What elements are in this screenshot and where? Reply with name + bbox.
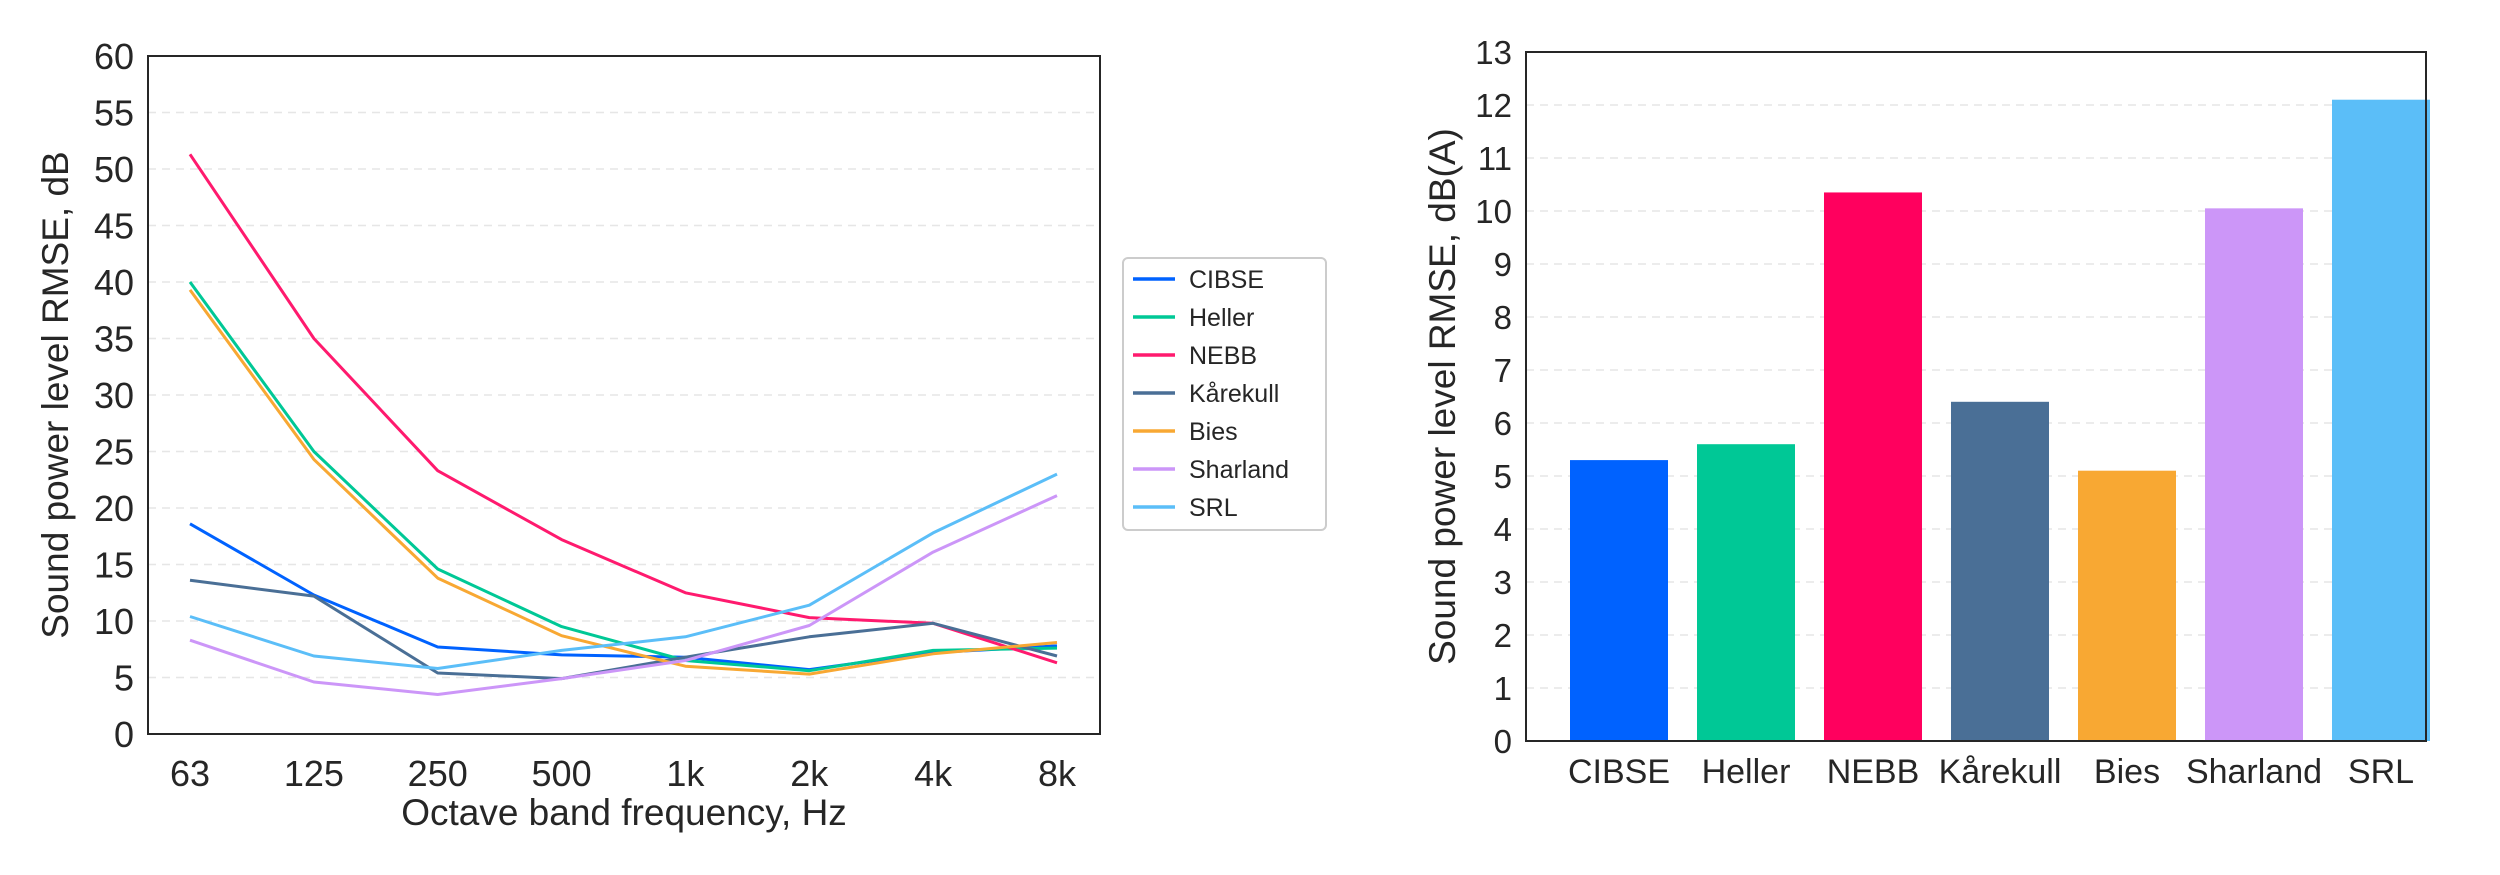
series-line-sharland <box>189 494 1058 696</box>
y-tick-label: 12 <box>1475 87 1512 124</box>
y-tick-label: 4 <box>1494 511 1512 548</box>
x-tick-label: 2k <box>790 753 829 794</box>
bar-kårekull <box>1951 401 2049 741</box>
y-tick-label: 20 <box>94 488 134 529</box>
legend-label: Sharland <box>1189 456 1289 484</box>
y-tick-label: 40 <box>94 262 134 303</box>
y-tick-label: 25 <box>94 432 134 473</box>
line-chart: 0 5 10 15 20 25 30 35 40 45 50 55 60 63 125 250 500 1k 2k… <box>35 36 1327 833</box>
y-tick-label: 55 <box>94 93 134 134</box>
bar-chart-bars <box>1570 99 2430 742</box>
y-tick-label: 0 <box>1494 723 1512 760</box>
line-chart-y-axis-label: Sound power level RMSE, dB <box>35 151 76 638</box>
bar-sharland <box>2205 208 2303 742</box>
legend-label: CIBSE <box>1189 266 1264 294</box>
x-tick-label: 500 <box>532 753 592 794</box>
bar-chart-plot-frame <box>1525 51 2427 742</box>
x-tick-label: 63 <box>170 753 210 794</box>
y-tick-label: 15 <box>94 545 134 586</box>
line-chart-x-ticks: 63 125 250 500 1k 2k 4k 8k <box>170 753 1077 794</box>
y-tick-label: 5 <box>1494 458 1512 495</box>
y-tick-label: 10 <box>1475 193 1512 230</box>
y-tick-label: 8 <box>1494 299 1512 336</box>
y-tick-label: 0 <box>114 714 134 755</box>
bar-heller <box>1697 444 1795 741</box>
y-tick-label: 45 <box>94 206 134 247</box>
legend-label: SRL <box>1189 494 1238 522</box>
line-chart-legend: CIBSE Heller NEBB Kårekull Bies Sharland SRL <box>1122 257 1327 531</box>
bar-nebb <box>1824 192 1922 741</box>
x-tick-label: 250 <box>408 753 468 794</box>
y-tick-label: 50 <box>94 149 134 190</box>
legend-label: NEBB <box>1189 342 1257 370</box>
y-tick-label: 60 <box>94 36 134 77</box>
y-tick-label: 35 <box>94 319 134 360</box>
x-tick-label: 4k <box>914 753 953 794</box>
series-line-bies <box>188 289 1058 676</box>
x-tick-label: Sharland <box>2186 753 2322 791</box>
y-tick-label: 2 <box>1494 617 1512 654</box>
x-tick-label: Heller <box>1702 753 1791 791</box>
line-chart-gridlines <box>148 111 1100 679</box>
y-tick-label: 3 <box>1494 564 1512 601</box>
bar-chart-x-ticks: CIBSE Heller NEBB Kårekull Bies Sharland SRL <box>1568 753 2414 791</box>
bar-chart-y-axis-label: Sound power level RMSE, dB(A) <box>1422 128 1463 665</box>
bar-srl <box>2332 99 2430 741</box>
x-tick-label: NEBB <box>1827 753 1920 791</box>
x-tick-label: Bies <box>2094 753 2160 791</box>
y-tick-label: 9 <box>1494 246 1512 283</box>
y-tick-label: 5 <box>114 658 134 699</box>
series-line-srl <box>189 472 1058 670</box>
y-tick-label: 11 <box>1478 140 1512 177</box>
line-chart-series <box>188 153 1058 696</box>
line-chart-y-ticks: 0 5 10 15 20 25 30 35 40 45 50 55 60 <box>94 36 134 755</box>
legend-label: Heller <box>1189 304 1254 332</box>
series-line-kårekull <box>189 578 1058 681</box>
line-chart-x-axis-label: Octave band frequency, Hz <box>401 792 847 833</box>
bar-bies <box>2078 470 2176 741</box>
y-tick-label: 7 <box>1494 352 1512 389</box>
y-tick-label: 6 <box>1494 405 1512 442</box>
y-tick-label: 1 <box>1494 670 1512 707</box>
x-tick-label: 8k <box>1038 753 1077 794</box>
x-tick-label: SRL <box>2348 753 2414 791</box>
series-line-cibse <box>189 522 1058 672</box>
series-line-nebb <box>188 153 1058 665</box>
y-tick-label: 13 <box>1475 34 1512 71</box>
x-tick-label: 125 <box>284 753 344 794</box>
y-tick-label: 30 <box>94 375 134 416</box>
series-line-heller <box>188 281 1058 673</box>
y-tick-label: 10 <box>94 601 134 642</box>
x-tick-label: 1k <box>666 753 705 794</box>
line-chart-plot-frame <box>147 55 1101 735</box>
legend-frame <box>1122 257 1327 531</box>
x-tick-label: Kårekull <box>1939 753 2062 791</box>
legend-label: Bies <box>1189 418 1238 446</box>
x-tick-label: CIBSE <box>1568 753 1670 791</box>
legend-label: Kårekull <box>1189 380 1279 408</box>
bar-cibse <box>1570 460 1668 741</box>
